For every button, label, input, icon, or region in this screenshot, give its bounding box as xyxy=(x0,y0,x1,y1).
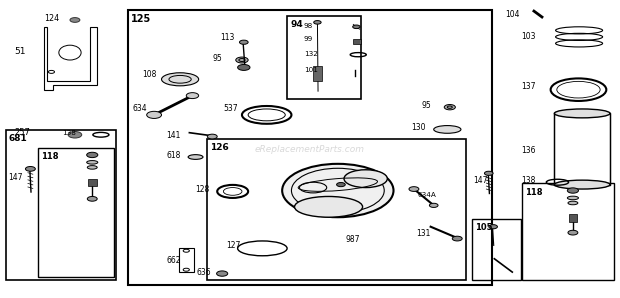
Circle shape xyxy=(87,152,98,158)
Text: 99: 99 xyxy=(304,36,313,42)
Polygon shape xyxy=(569,214,577,222)
Circle shape xyxy=(87,196,97,201)
Ellipse shape xyxy=(282,164,394,217)
Text: 104: 104 xyxy=(505,10,520,18)
Bar xyxy=(128,10,492,285)
Text: 94: 94 xyxy=(290,20,303,29)
Ellipse shape xyxy=(567,196,578,200)
Circle shape xyxy=(147,111,162,118)
Circle shape xyxy=(484,171,493,176)
Text: 132: 132 xyxy=(304,51,317,57)
Text: 537: 537 xyxy=(223,104,238,113)
Text: 681: 681 xyxy=(9,134,27,143)
Circle shape xyxy=(430,203,438,207)
Text: 138: 138 xyxy=(63,130,76,136)
Polygon shape xyxy=(353,39,361,44)
Bar xyxy=(38,148,114,277)
Text: 634: 634 xyxy=(133,104,147,113)
Bar xyxy=(554,114,610,184)
Text: 101: 101 xyxy=(304,66,317,72)
Text: 124: 124 xyxy=(44,14,59,23)
Text: 147: 147 xyxy=(8,173,22,182)
Circle shape xyxy=(489,225,497,229)
Ellipse shape xyxy=(554,180,610,189)
Circle shape xyxy=(68,131,82,138)
Ellipse shape xyxy=(87,161,98,164)
Text: 118: 118 xyxy=(41,152,58,161)
Text: 618: 618 xyxy=(167,151,181,160)
Ellipse shape xyxy=(162,73,198,86)
Polygon shape xyxy=(88,179,97,186)
Text: 125: 125 xyxy=(131,14,151,24)
Text: 138: 138 xyxy=(521,176,536,185)
Text: 131: 131 xyxy=(417,229,431,238)
Bar xyxy=(179,248,193,272)
Bar xyxy=(522,183,614,280)
Text: 662: 662 xyxy=(167,256,181,265)
Ellipse shape xyxy=(554,109,610,118)
Text: 98: 98 xyxy=(304,23,313,29)
Circle shape xyxy=(207,134,217,139)
Circle shape xyxy=(567,188,578,193)
Circle shape xyxy=(239,40,248,44)
Circle shape xyxy=(409,187,419,191)
Bar xyxy=(287,15,361,99)
Bar xyxy=(206,139,466,280)
Text: 147: 147 xyxy=(473,176,488,185)
Text: 130: 130 xyxy=(411,123,425,132)
Text: 103: 103 xyxy=(521,32,536,41)
Text: 137: 137 xyxy=(521,82,536,91)
Circle shape xyxy=(237,64,250,70)
Ellipse shape xyxy=(568,201,578,205)
Circle shape xyxy=(216,271,228,276)
Text: eReplacementParts.com: eReplacementParts.com xyxy=(255,145,365,153)
Bar xyxy=(6,130,117,280)
Ellipse shape xyxy=(344,170,388,187)
Text: 136: 136 xyxy=(521,146,536,155)
Text: 95: 95 xyxy=(213,54,223,63)
Text: 257: 257 xyxy=(14,128,30,137)
Ellipse shape xyxy=(294,196,363,217)
Text: 51: 51 xyxy=(14,46,26,56)
Text: 987: 987 xyxy=(346,235,360,244)
Text: 95: 95 xyxy=(422,102,431,111)
Circle shape xyxy=(353,25,360,29)
Polygon shape xyxy=(313,66,322,81)
Text: 636: 636 xyxy=(197,268,211,277)
Circle shape xyxy=(568,230,578,235)
Text: 141: 141 xyxy=(167,131,181,140)
Text: 128: 128 xyxy=(195,184,210,193)
Circle shape xyxy=(186,93,198,99)
Text: 105: 105 xyxy=(475,223,493,232)
Circle shape xyxy=(70,18,80,22)
Text: 127: 127 xyxy=(226,241,241,251)
Text: 113: 113 xyxy=(220,33,234,42)
Circle shape xyxy=(314,21,321,24)
Text: 126: 126 xyxy=(210,143,229,152)
Text: 634A: 634A xyxy=(417,192,436,198)
Circle shape xyxy=(25,167,35,171)
Text: 108: 108 xyxy=(142,70,156,79)
Ellipse shape xyxy=(236,57,248,63)
Bar xyxy=(472,219,521,280)
Ellipse shape xyxy=(87,166,97,169)
Circle shape xyxy=(452,236,462,241)
Ellipse shape xyxy=(188,155,203,159)
Circle shape xyxy=(445,105,455,110)
Ellipse shape xyxy=(434,125,461,133)
Circle shape xyxy=(337,182,345,187)
Text: 118: 118 xyxy=(525,187,542,197)
